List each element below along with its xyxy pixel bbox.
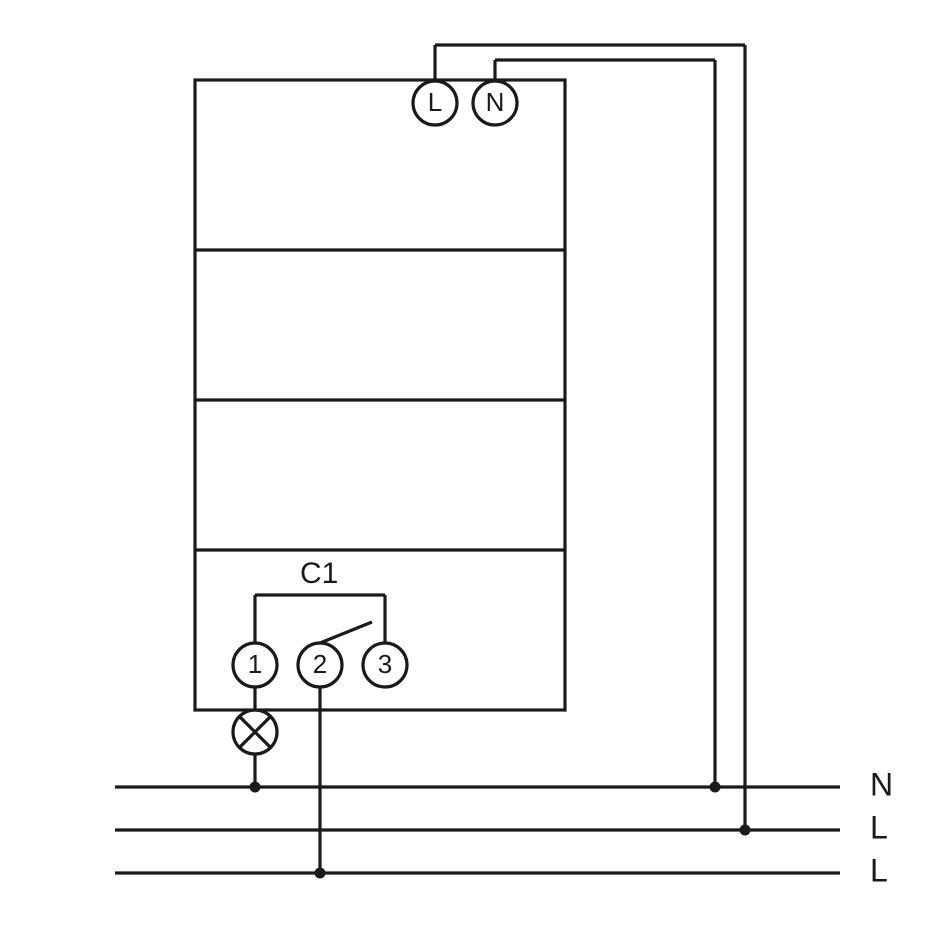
- terminal-1-label: 1: [248, 649, 262, 679]
- bus-L_upper-label: L: [870, 809, 888, 845]
- junction-3: [740, 825, 751, 836]
- junction-0: [250, 782, 261, 793]
- c1-switch-wiper: [320, 622, 372, 643]
- bus-N-label: N: [870, 766, 893, 802]
- bus-L_lower-label: L: [870, 852, 888, 888]
- terminal-L-label: L: [428, 87, 442, 117]
- device-box: [195, 80, 565, 710]
- junction-1: [315, 868, 326, 879]
- c1-label: C1: [300, 557, 338, 590]
- terminal-3-label: 3: [378, 649, 392, 679]
- terminal-2-label: 2: [313, 649, 327, 679]
- junction-2: [710, 782, 721, 793]
- terminal-N-label: N: [486, 87, 505, 117]
